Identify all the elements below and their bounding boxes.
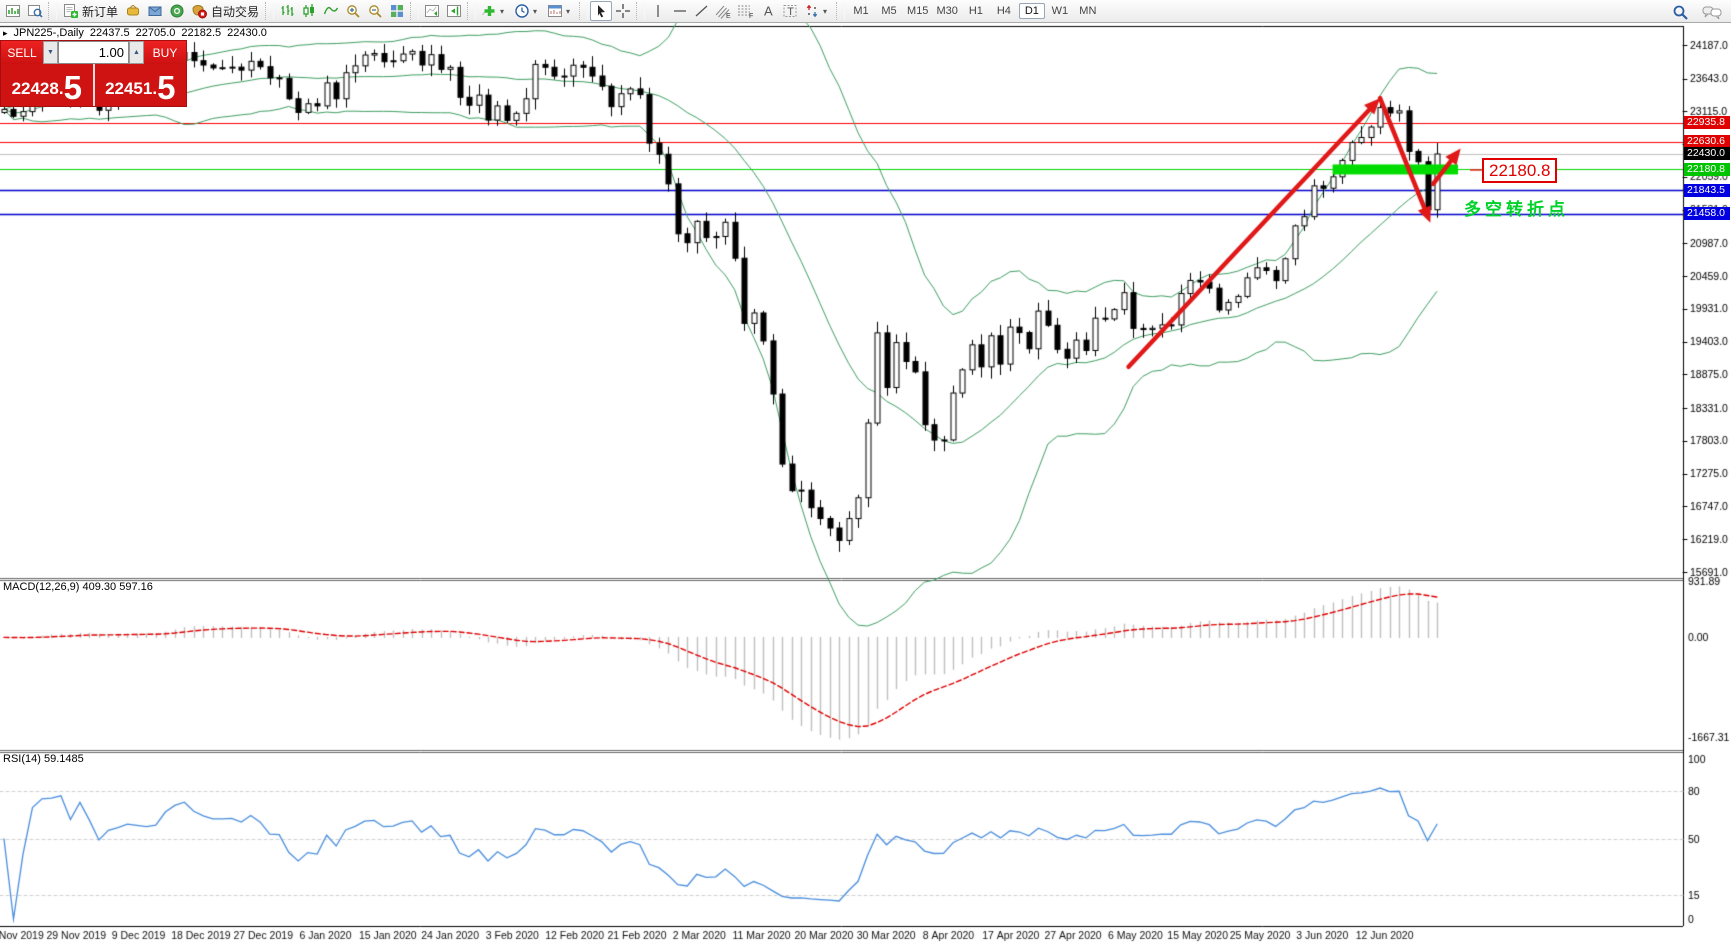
templates-icon[interactable]: ▾ <box>544 1 577 21</box>
rsi-value: 59.1485 <box>43 753 84 765</box>
candlestick-type-icon[interactable] <box>298 1 320 21</box>
price-badge-support-1: 21843.5 <box>1684 184 1730 197</box>
horizontal-line-icon[interactable] <box>669 1 691 21</box>
svg-text:E: E <box>726 13 731 19</box>
messages-icon[interactable] <box>144 1 166 21</box>
one-click-trading-panel: SELL ▼ ▲ BUY 22428.5 22451.5 <box>0 40 187 107</box>
text-icon[interactable]: A <box>757 1 779 21</box>
tf-m30[interactable]: M30 <box>936 5 958 17</box>
chevron-down-icon[interactable]: ▾ <box>823 6 828 16</box>
fibonacci-icon[interactable]: F <box>735 1 757 21</box>
autotrading-icon[interactable] <box>188 1 210 21</box>
chevron-down-icon[interactable]: ▾ <box>500 6 505 16</box>
text-label-icon[interactable]: T <box>779 1 801 21</box>
svg-text:T: T <box>787 6 794 18</box>
new-order-label[interactable]: 新订单 <box>82 4 119 19</box>
symbol-name: JPN225-,Daily <box>13 27 84 39</box>
symbol-info-bar: ▸ JPN225-,Daily 22437.5 22705.0 22182.5 … <box>3 27 267 39</box>
arrows-icon[interactable]: ▾ <box>801 1 834 21</box>
volume-spinner-down[interactable]: ▼ <box>43 41 58 64</box>
zoom-in-icon[interactable] <box>342 1 364 21</box>
macd-main-value: 409.30 <box>82 581 117 593</box>
autotrading-label[interactable]: 自动交易 <box>211 4 260 19</box>
new-chart-icon[interactable] <box>2 1 24 21</box>
svg-text:A: A <box>764 4 773 19</box>
buy-price-int: 22451. <box>105 79 158 98</box>
tf-w1[interactable]: W1 <box>1051 5 1069 17</box>
buy-price[interactable]: 22451. 5 <box>95 64 187 106</box>
sell-price-int: 22428. <box>11 79 64 98</box>
price-badge-support-2: 21458.0 <box>1684 207 1730 220</box>
volume-input[interactable] <box>58 41 129 64</box>
toolbar-separator <box>836 2 846 20</box>
ohlc-close: 22430.0 <box>227 27 267 39</box>
ohlc-low: 22182.5 <box>181 27 222 39</box>
chevron-down-icon[interactable]: ▾ <box>533 6 538 16</box>
ohlc-high: 22705.0 <box>135 27 176 39</box>
price-badge-resistance-1: 22935.8 <box>1684 116 1730 129</box>
tf-mn[interactable]: MN <box>1079 5 1097 17</box>
macd-label: MACD(12,26,9) 409.30 597.16 <box>3 581 153 593</box>
symbol-marker-icon: ▸ <box>3 27 8 38</box>
toolbar: 新订单 自动交易 ▾ ▾ ▾ <box>0 0 1731 23</box>
tf-d1[interactable]: D1 <box>1018 3 1045 19</box>
sell-button[interactable]: SELL <box>1 41 43 64</box>
cursor-icon[interactable] <box>590 1 613 21</box>
chevron-down-icon[interactable]: ▾ <box>566 6 571 16</box>
periods-icon[interactable]: ▾ <box>511 1 544 21</box>
toolbar-separator <box>467 2 477 20</box>
profiles-icon[interactable] <box>24 1 46 21</box>
deposit-icon[interactable] <box>122 1 144 21</box>
auto-scroll-icon[interactable] <box>421 1 443 21</box>
price-annotation-box[interactable]: 22180.8 <box>1482 158 1558 183</box>
macd-signal-value: 597.16 <box>119 581 153 593</box>
toolbar-separator <box>265 2 275 20</box>
toolbar-separator <box>636 2 646 20</box>
ohlc-open: 22437.5 <box>89 27 130 39</box>
line-chart-type-icon[interactable] <box>320 1 342 21</box>
bar-chart-type-icon[interactable] <box>276 1 298 21</box>
toolbar-separator <box>48 2 57 20</box>
tf-m1[interactable]: M1 <box>853 5 869 17</box>
tf-h1[interactable]: H1 <box>968 5 983 17</box>
tf-m5[interactable]: M5 <box>881 5 897 17</box>
toolbar-separator <box>579 2 589 20</box>
new-order-icon[interactable] <box>59 1 81 21</box>
community-icon[interactable] <box>166 1 188 21</box>
vertical-line-icon[interactable] <box>647 1 669 21</box>
chart-shift-icon[interactable] <box>443 1 465 21</box>
indicators-icon[interactable]: ▾ <box>478 1 511 21</box>
trendline-icon[interactable] <box>691 1 713 21</box>
toolbar-separator <box>410 2 420 20</box>
rsi-label: RSI(14) 59.1485 <box>3 753 84 765</box>
sell-price-frac: 5 <box>63 69 82 106</box>
timeframe-group: M1 M5 M15 M30 H1 H4 D1 W1 MN <box>847 0 1102 22</box>
volume-spinner-up[interactable]: ▲ <box>129 41 144 64</box>
tf-m15[interactable]: M15 <box>907 5 929 17</box>
price-badge-pivot: 22180.8 <box>1684 163 1730 176</box>
svg-text:F: F <box>749 13 753 19</box>
price-badge-resistance-2: 22630.6 <box>1684 135 1730 148</box>
price-badge-current: 22430.0 <box>1684 147 1730 160</box>
buy-price-frac: 5 <box>157 69 176 106</box>
tile-windows-icon[interactable] <box>386 1 408 21</box>
pivot-note-text[interactable]: 多空转折点 <box>1464 200 1569 219</box>
zoom-out-icon[interactable] <box>364 1 386 21</box>
crosshair-icon[interactable] <box>612 1 634 21</box>
buy-button[interactable]: BUY <box>144 41 186 64</box>
search-icon[interactable] <box>1669 2 1691 22</box>
tf-h4[interactable]: H4 <box>996 5 1011 17</box>
chat-icon[interactable] <box>1701 2 1723 22</box>
equidistant-channel-icon[interactable]: E <box>713 1 735 21</box>
sell-price[interactable]: 22428. 5 <box>1 64 95 106</box>
